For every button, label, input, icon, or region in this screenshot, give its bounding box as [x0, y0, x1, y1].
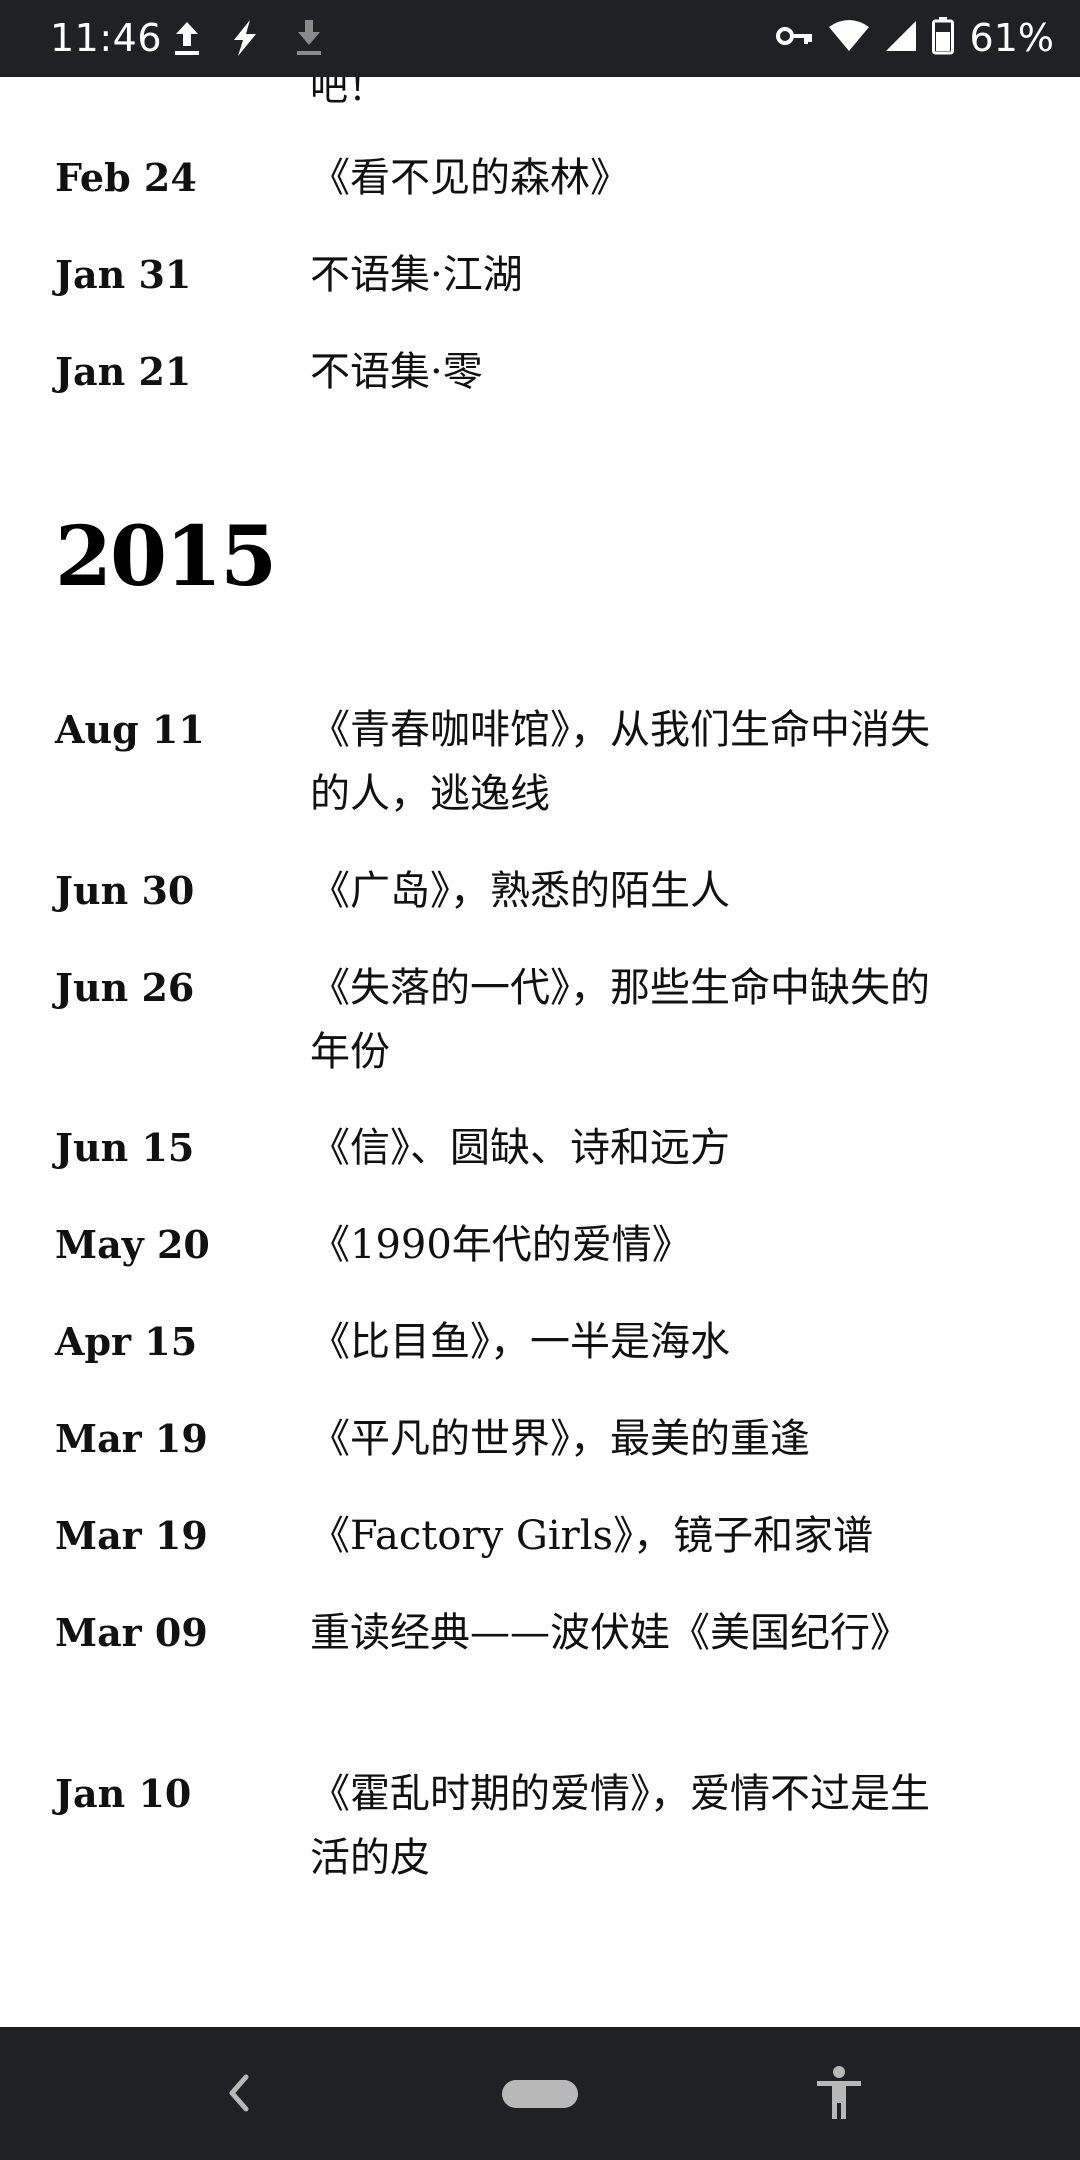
entry-title-link[interactable]: 《看不见的森林》 [310, 155, 630, 201]
entry-date: Mar 09 [55, 1610, 208, 1655]
entry-title-link[interactable]: 重读经典——波伏娃《美国纪行》 [310, 1610, 910, 1656]
entry-date: Jan 21 [55, 349, 192, 394]
clipped-title-text[interactable]: 吧！ [310, 77, 387, 109]
entry-date: Jan 31 [55, 252, 192, 297]
battery-icon [931, 17, 954, 59]
status-icons: 61% [775, 16, 1054, 60]
entry-date: Jun 30 [55, 868, 195, 913]
back-icon[interactable] [222, 2069, 256, 2121]
upload-icon [170, 18, 204, 62]
home-pill[interactable] [502, 2080, 578, 2108]
entry-title-link[interactable]: 《比目鱼》，一半是海水 [310, 1319, 730, 1365]
accessibility-icon[interactable] [814, 2065, 864, 2125]
entry-title-link[interactable]: 《广岛》，熟悉的陌生人 [310, 868, 730, 914]
vpn-key-icon [775, 23, 814, 53]
entry-title-link[interactable]: 不语集·零 [310, 349, 483, 395]
entry-title-link[interactable]: 《青春咖啡馆》，从我们生命中消失的人，逃逸线 [310, 707, 930, 817]
entry-date: Jun 26 [55, 965, 195, 1010]
status-bar: 11:46 [0, 0, 1080, 77]
entry-date: Aug 11 [55, 707, 205, 752]
entry-title-link[interactable]: 《1990年代的爱情》 [310, 1222, 692, 1268]
entry-date: Jan 10 [55, 1771, 192, 1816]
entry-date: Jun 15 [55, 1125, 195, 1170]
entry-title-link[interactable]: 《Factory Girls》，镜子和家谱 [310, 1513, 874, 1559]
entry-title-link[interactable]: 《失落的一代》，那些生命中缺失的年份 [310, 965, 930, 1075]
timeline-content[interactable]: 吧！ Feb 24 《看不见的森林》 Jan 31 不语集·江湖 Jan 21 … [0, 77, 1080, 2027]
entry-title-link[interactable]: 不语集·江湖 [310, 252, 523, 298]
navigation-bar [0, 2027, 1080, 2160]
entry-title-link[interactable]: 《信》、圆缺、诗和远方 [310, 1125, 730, 1171]
entry-date: Mar 19 [55, 1513, 208, 1558]
signal-icon [884, 19, 918, 57]
status-time: 11:46 [50, 16, 163, 60]
entry-date: Apr 15 [55, 1319, 198, 1364]
entry-date: Feb 24 [55, 155, 197, 200]
download-icon [292, 18, 326, 62]
wifi-icon [828, 19, 870, 57]
entry-title-link[interactable]: 《霍乱时期的爱情》，爱情不过是生活的皮 [310, 1771, 930, 1881]
flash-icon [228, 18, 262, 62]
year-heading: 2015 [55, 509, 277, 605]
entry-title-link[interactable]: 《平凡的世界》，最美的重逢 [310, 1416, 810, 1462]
entry-date: Mar 19 [55, 1416, 208, 1461]
entry-date: May 20 [55, 1222, 210, 1267]
battery-percentage: 61% [969, 16, 1054, 60]
